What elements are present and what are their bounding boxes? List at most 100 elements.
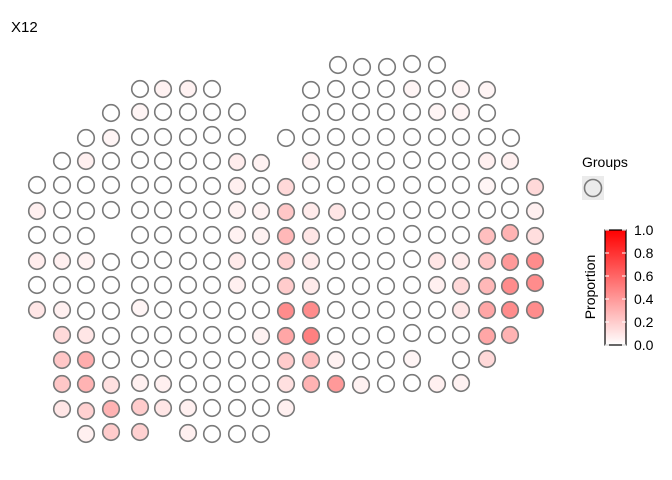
spot-point xyxy=(227,176,247,196)
spot-point xyxy=(101,175,121,195)
spot-point xyxy=(326,79,346,99)
spot-point xyxy=(301,226,321,246)
spot-point xyxy=(500,300,520,320)
spot-point xyxy=(301,103,321,123)
spot-point xyxy=(202,325,222,345)
spot-point xyxy=(301,127,321,147)
spot-point xyxy=(326,226,346,246)
spot-point xyxy=(251,350,271,370)
spot-point xyxy=(376,251,396,271)
spot-point xyxy=(351,375,371,395)
spot-point xyxy=(301,201,321,221)
spot-point xyxy=(153,374,173,394)
spot-point xyxy=(130,373,150,393)
spot-point xyxy=(351,276,371,296)
spot-point xyxy=(178,175,198,195)
spot-point xyxy=(202,200,222,220)
spot-point xyxy=(130,397,150,417)
spot-point xyxy=(427,102,447,122)
spot-point xyxy=(227,251,247,271)
spot-point xyxy=(451,373,471,393)
spot-point xyxy=(351,80,371,100)
spot-point xyxy=(276,276,296,296)
spot-point xyxy=(202,424,222,444)
spot-point xyxy=(451,151,471,171)
spot-point xyxy=(251,251,271,271)
spot-point xyxy=(202,151,222,171)
spot-point xyxy=(227,374,247,394)
spot-point xyxy=(427,225,447,245)
spot-point xyxy=(251,326,271,346)
spot-point xyxy=(376,226,396,246)
spot-point xyxy=(101,301,121,321)
spot-point xyxy=(326,175,346,195)
spot-point xyxy=(451,175,471,195)
spot-point xyxy=(376,325,396,345)
spot-point xyxy=(500,325,520,345)
spot-point xyxy=(326,151,346,171)
colorbar-tick-label: 0.6 xyxy=(634,268,654,284)
spot-point xyxy=(402,200,422,220)
spot-point xyxy=(153,102,173,122)
spot-point xyxy=(276,301,296,321)
spot-point xyxy=(202,350,222,370)
spot-point xyxy=(402,249,422,269)
spot-point xyxy=(402,275,422,295)
colorbar-tick-label: 0.8 xyxy=(634,245,654,261)
spot-point xyxy=(477,226,497,246)
spot-point xyxy=(76,301,96,321)
spot-point xyxy=(376,175,396,195)
spot-point xyxy=(351,175,371,195)
spot-point xyxy=(402,224,422,244)
spot-point xyxy=(451,102,471,122)
spot-point xyxy=(76,374,96,394)
spot-point xyxy=(525,273,545,293)
spot-point xyxy=(326,127,346,147)
spot-point xyxy=(376,201,396,221)
chart-title: X12 xyxy=(11,19,38,36)
spot-point xyxy=(178,225,198,245)
spot-point xyxy=(76,151,96,171)
spot-point xyxy=(178,127,198,147)
spot-point xyxy=(326,374,346,394)
spot-point xyxy=(52,275,72,295)
spot-point xyxy=(101,326,121,346)
spot-point xyxy=(500,223,520,243)
colorbar-tick-label: 0.2 xyxy=(634,314,654,330)
spot-point xyxy=(427,275,447,295)
spot-point xyxy=(76,175,96,195)
spot-point xyxy=(27,275,47,295)
spot-point xyxy=(153,398,173,418)
spot-point xyxy=(251,275,271,295)
spot-point xyxy=(301,175,321,195)
spot-point xyxy=(202,225,222,245)
spot-point xyxy=(500,176,520,196)
groups-legend-title: Groups xyxy=(582,154,628,170)
spot-point xyxy=(376,374,396,394)
spot-point xyxy=(351,300,371,320)
spot-point xyxy=(427,374,447,394)
spot-point xyxy=(76,325,96,345)
spot-point xyxy=(376,350,396,370)
spot-point xyxy=(352,57,372,77)
spot-point xyxy=(130,102,150,122)
spot-point xyxy=(326,326,346,346)
spot-point xyxy=(500,200,520,220)
spot-point xyxy=(178,398,198,418)
spot-point xyxy=(276,326,296,346)
spot-point xyxy=(525,201,545,221)
spot-point xyxy=(76,424,96,444)
spot-point xyxy=(202,374,222,394)
spot-point xyxy=(525,177,545,197)
spot-point xyxy=(27,300,47,320)
spot-point xyxy=(525,300,545,320)
spot-point xyxy=(178,251,198,271)
spot-point xyxy=(301,276,321,296)
spot-point xyxy=(326,276,346,296)
spot-point xyxy=(376,127,396,147)
spot-point xyxy=(76,275,96,295)
spot-point xyxy=(153,250,173,270)
spot-point xyxy=(500,276,520,296)
spot-point xyxy=(451,276,471,296)
